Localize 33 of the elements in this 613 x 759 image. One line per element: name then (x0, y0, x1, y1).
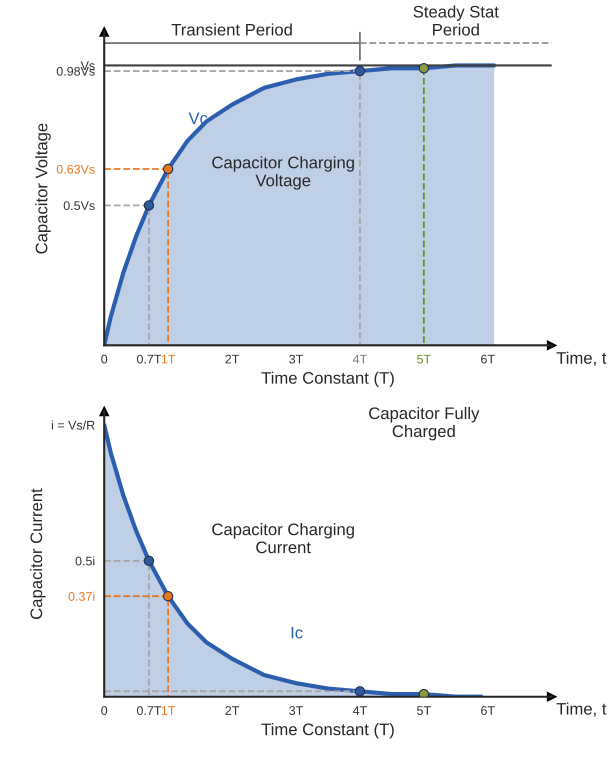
annotation: Capacitor Charging Current (212, 523, 354, 554)
annotation: Steady Stat Period (413, 5, 499, 36)
y-axis-title: Capacitor Current (30, 488, 46, 619)
x-tick-label: 6T (481, 354, 495, 364)
y-tick-label: 0.5i (76, 556, 94, 566)
x-tick-label: 3T (289, 354, 303, 364)
x-tick-label: 1T (162, 354, 176, 364)
x-tick-label: 0 (101, 354, 108, 364)
y-axis-title: Capacitor Voltage (35, 124, 51, 254)
y-tick-label: 0.63Vs (56, 164, 95, 174)
x-tick-label: 0.7T (136, 354, 162, 364)
x-axis-title: Time Constant (T) (262, 372, 394, 388)
annotation: Capacitor Fully Charged (369, 406, 480, 440)
x-tick-label: 2T (225, 354, 240, 364)
x-tick-label: 0.7T (136, 706, 162, 715)
x-tick-label: 1T (162, 706, 176, 715)
x-tick-label: 3T (289, 706, 303, 715)
x-tick-label: 2T (225, 706, 240, 715)
annotation: Capacitor Charging Voltage (212, 156, 354, 190)
x-tick-label: 5T (417, 354, 431, 364)
annotation: Ic (292, 626, 303, 638)
x-tick-label: 5T (417, 706, 431, 715)
y-tick-label: 0.37i (68, 592, 94, 601)
x-tick-label: 4T (352, 706, 367, 715)
x-tick-label: 4T (352, 354, 367, 364)
x-axis-title: Time Constant (T) (262, 723, 394, 739)
annotation: Transient Period (172, 23, 292, 36)
x-tick-label: 6T (481, 706, 495, 715)
text: Time, t (556, 702, 606, 717)
y-tick-label: i = Vs/R (52, 420, 95, 430)
text: Time, t (556, 352, 606, 366)
x-tick-label: 0 (101, 706, 108, 715)
y-tick-label: 0.5Vs (64, 201, 95, 210)
